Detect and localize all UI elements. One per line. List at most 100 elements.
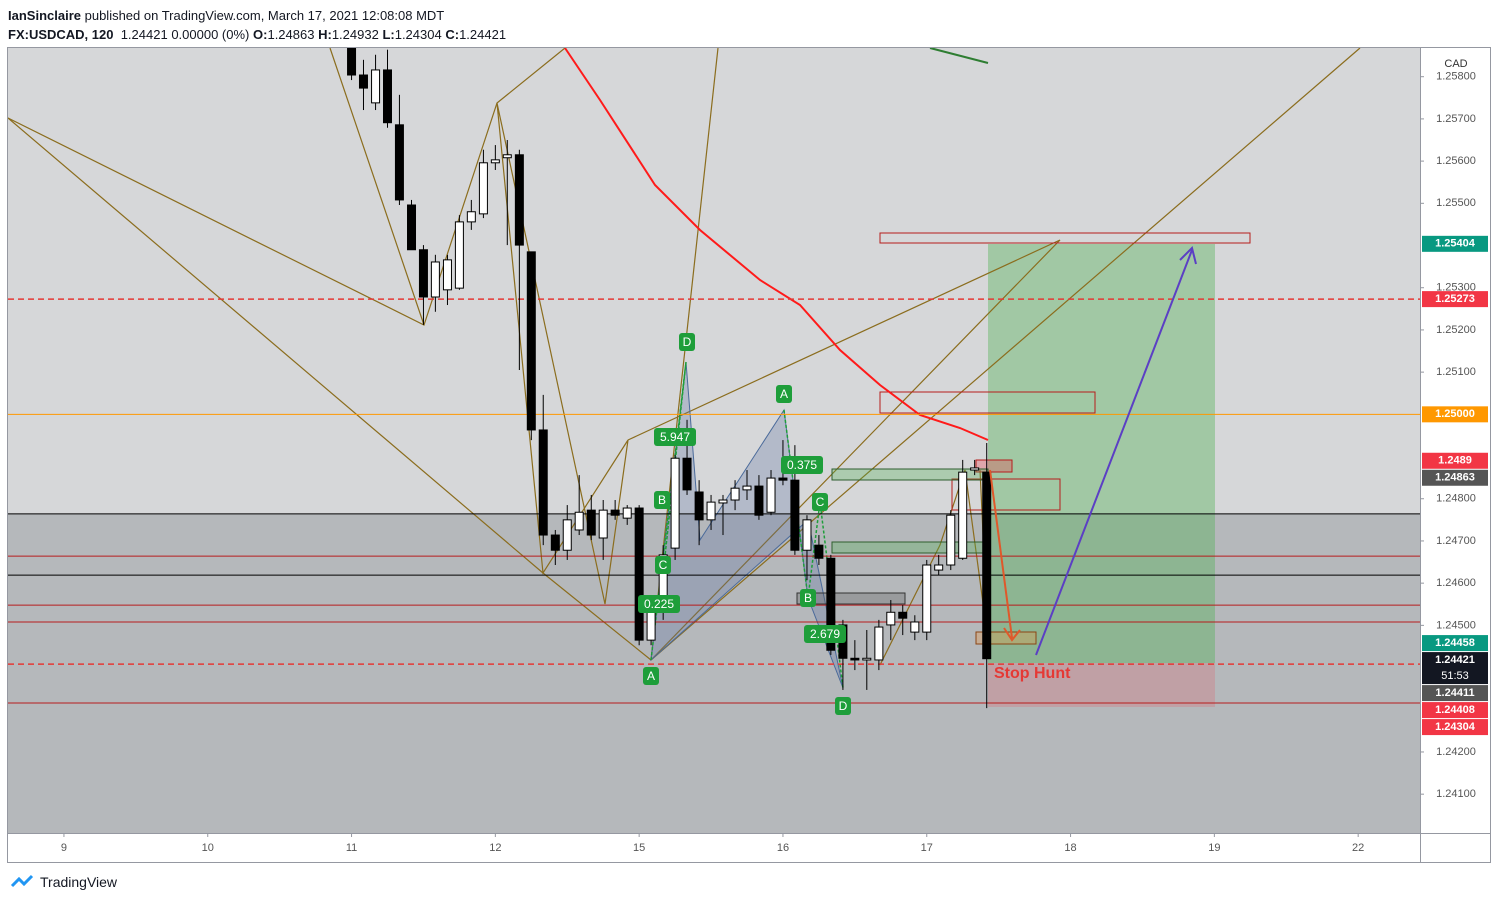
y-tick-label: 1.25300	[1436, 282, 1476, 294]
annotation-box	[643, 667, 659, 685]
annotation: D	[839, 699, 848, 713]
o-label: O:	[253, 27, 268, 42]
y-tick-label: 1.24100	[1436, 788, 1476, 800]
trendline	[627, 239, 1061, 661]
countdown: 51:53	[1441, 670, 1469, 682]
x-tick-label: 16	[777, 842, 789, 854]
candle-body	[514, 154, 524, 246]
candle-body	[946, 514, 956, 566]
candle-body	[670, 457, 680, 549]
candle-body	[502, 154, 512, 159]
annotation-box	[835, 697, 851, 715]
candle-body	[394, 124, 404, 201]
price-label-box	[1422, 719, 1488, 736]
candle-body	[634, 507, 644, 641]
candle-body	[910, 621, 920, 633]
annotation-box	[638, 595, 680, 613]
price-label-box	[1422, 291, 1488, 308]
annotation: C	[659, 558, 668, 572]
candle-body	[718, 499, 728, 504]
price-label-box	[1422, 685, 1488, 702]
y-tick-label: 1.24200	[1436, 746, 1476, 758]
price-label: 1.24408	[1435, 704, 1475, 716]
annotation-box	[812, 493, 828, 511]
candle-body	[454, 221, 464, 289]
arrow-head	[1003, 627, 1021, 642]
annotation-box	[776, 385, 792, 403]
annotation-box	[654, 428, 696, 446]
candle-body	[466, 211, 476, 223]
price-label-box	[1422, 702, 1488, 719]
annotation-box	[804, 625, 846, 643]
h-label: H:	[318, 27, 332, 42]
price-label: 1.24458	[1435, 637, 1475, 649]
o: 1.24863	[267, 27, 315, 42]
candle-body	[874, 626, 884, 661]
candle-body	[586, 509, 596, 536]
candle-body	[610, 509, 620, 516]
zone-box	[796, 592, 906, 605]
annotation-box	[654, 491, 670, 509]
arrow-head	[1179, 246, 1197, 265]
annotation: B	[804, 591, 812, 605]
y-tick-label: 1.24800	[1436, 493, 1476, 505]
price-label: 1.24421	[1435, 654, 1475, 666]
candle-body	[418, 249, 428, 298]
candle-body	[382, 69, 392, 124]
candle-body	[706, 501, 716, 521]
l-label: L:	[382, 27, 395, 42]
axis-labels: 1.24100 1.24200 1.24500 1.24600 1.24700 1.248…	[61, 71, 1488, 854]
c: 1.24421	[459, 27, 507, 42]
x-tick-label: 12	[489, 842, 501, 854]
candle-body	[742, 485, 752, 491]
candle-body	[898, 611, 908, 619]
time-axis	[8, 833, 1420, 862]
candle-body	[826, 557, 836, 651]
brand: TradingView	[40, 874, 118, 890]
y-tick-label: 1.24600	[1436, 577, 1476, 589]
price-label-box	[1422, 652, 1488, 685]
candle-body	[970, 467, 980, 471]
x-tick-label: 19	[1208, 842, 1220, 854]
candle-body	[574, 511, 584, 531]
y-tick-label: 1.25600	[1436, 155, 1476, 167]
annotation: D	[683, 335, 692, 349]
candle-body	[754, 485, 764, 516]
x-tick-label: 10	[202, 842, 214, 854]
candle-body	[598, 509, 608, 539]
moving-average	[564, 47, 989, 441]
candle-body	[958, 471, 968, 559]
price-label: 1.25404	[1435, 238, 1476, 250]
price-label-box	[1422, 406, 1488, 423]
candle-body	[922, 564, 932, 633]
price-label: 1.24304	[1435, 721, 1476, 733]
trendline	[7, 47, 566, 326]
candle-body	[358, 74, 368, 89]
byline: IanSinclaire published on TradingView.co…	[8, 6, 506, 25]
y-tick-label: 1.25800	[1436, 71, 1476, 83]
trendline	[650, 47, 1361, 661]
candle-body	[694, 491, 704, 521]
annotation: 2.679	[810, 627, 840, 641]
y-tick-label: 1.25100	[1436, 366, 1476, 378]
price-label-box	[1422, 635, 1488, 652]
stop-label: Stop Hunt	[994, 665, 1071, 682]
price-label: 1.25273	[1435, 293, 1475, 305]
annotation: A	[647, 669, 655, 683]
currency: CAD	[1444, 58, 1467, 70]
arrow	[1035, 249, 1193, 656]
candle-body	[478, 162, 488, 215]
annotation: B	[658, 493, 666, 507]
frame	[7, 47, 1491, 863]
annotation: 0.375	[787, 458, 817, 472]
target-zone	[988, 244, 1215, 663]
stop-zone	[988, 663, 1215, 707]
candle-body	[802, 519, 812, 551]
annotation: C	[816, 495, 825, 509]
y-tick-label: 1.24700	[1436, 535, 1476, 547]
x-tick-label: 15	[633, 842, 645, 854]
price-label-box	[1422, 235, 1488, 252]
candle-body	[862, 657, 872, 661]
y-tick-label: 1.25200	[1436, 324, 1476, 336]
